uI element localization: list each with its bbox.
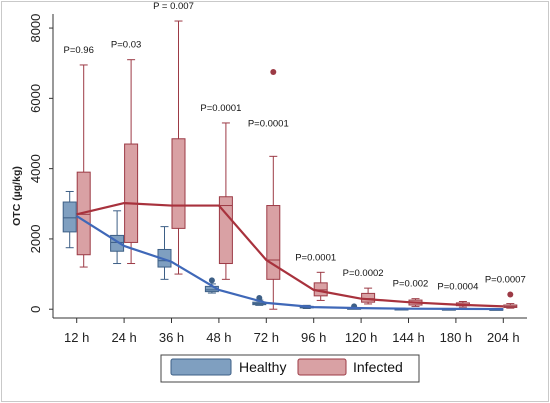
p-value-label: P=0.0002 bbox=[343, 268, 384, 279]
p-value-annotations: P=0.96 P=0.03 P = 0.007 P=0.0001 P=0.0001 P=0… bbox=[64, 1, 526, 292]
x-tick-label: 12 h bbox=[64, 330, 89, 345]
infected-outlier bbox=[507, 291, 514, 298]
x-tick-label: 144 h bbox=[392, 330, 425, 345]
x-tick-label: 120 h bbox=[345, 330, 378, 345]
y-ticks: 0 2000 4000 6000 8000 bbox=[28, 14, 53, 313]
p-value-label: P=0.0001 bbox=[248, 118, 289, 129]
p-value-label: P=0.0004 bbox=[437, 281, 478, 292]
x-tick-label: 204 h bbox=[487, 330, 520, 345]
x-tick-label: 72 h bbox=[254, 330, 279, 345]
legend-swatch-infected bbox=[297, 358, 347, 376]
legend: Healthy Infected bbox=[160, 354, 420, 383]
x-tick-label: 48 h bbox=[206, 330, 231, 345]
infected-trend-line bbox=[76, 201, 504, 308]
boxes bbox=[62, 20, 518, 311]
y-tick-label: 4000 bbox=[28, 154, 43, 183]
p-value-label: P=0.002 bbox=[393, 279, 429, 290]
p-value-label: P=0.0001 bbox=[295, 252, 336, 263]
healthy-trend-line bbox=[76, 215, 504, 311]
y-axis-label: OTC (µg/kg) bbox=[11, 166, 23, 226]
x-tick-label: 36 h bbox=[159, 330, 184, 345]
y-tick-label: 8000 bbox=[28, 14, 43, 43]
y-tick-label: 0 bbox=[28, 306, 43, 313]
healthy-outlier bbox=[208, 277, 215, 284]
axes bbox=[52, 14, 527, 319]
x-tick-label: 96 h bbox=[301, 330, 326, 345]
x-tick-label: 24 h bbox=[111, 330, 136, 345]
trend-lines bbox=[76, 201, 504, 311]
p-value-label: P=0.03 bbox=[111, 40, 141, 51]
legend-swatch-healthy bbox=[170, 358, 232, 376]
p-value-label: P=0.0007 bbox=[485, 274, 526, 285]
p-value-label: P = 0.007 bbox=[153, 1, 194, 12]
healthy-box bbox=[62, 201, 77, 233]
infected-outlier bbox=[270, 68, 277, 75]
x-ticks: 12 h 24 h 36 h 48 h 72 h 96 h 120 h 144 h 180 h 2… bbox=[64, 318, 520, 345]
infected-box bbox=[171, 138, 186, 229]
p-value-label: P=0.96 bbox=[64, 45, 94, 56]
infected-box bbox=[218, 196, 233, 265]
y-tick-label: 6000 bbox=[28, 84, 43, 113]
infected-box bbox=[124, 143, 139, 243]
legend-label-infected: Infected bbox=[353, 359, 403, 375]
legend-label-healthy: Healthy bbox=[239, 359, 286, 375]
p-value-label: P=0.0001 bbox=[200, 103, 241, 114]
infected-box bbox=[266, 205, 281, 280]
y-tick-label: 2000 bbox=[28, 224, 43, 253]
x-tick-label: 180 h bbox=[440, 330, 473, 345]
